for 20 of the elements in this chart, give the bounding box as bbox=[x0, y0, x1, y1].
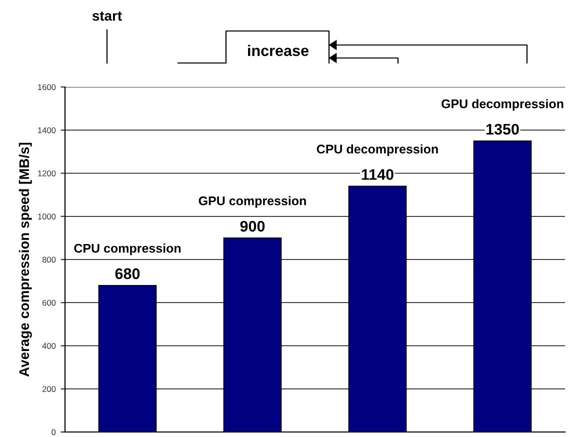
y-tick-label: 200 bbox=[42, 386, 56, 392]
text: increase bbox=[248, 44, 308, 56]
x-tick-label: CPU decompression bbox=[316, 144, 438, 156]
y-tick-label: 1600 bbox=[38, 84, 56, 90]
x-tick-label: GPU compression bbox=[198, 196, 306, 208]
y-tick-label: 1400 bbox=[38, 127, 56, 134]
y-tick-label: 600 bbox=[42, 300, 56, 306]
x-tick-label: CPU compression bbox=[74, 244, 181, 256]
data-label: 1140 bbox=[362, 169, 394, 180]
y-tick-label: 0 bbox=[52, 429, 56, 436]
text: start bbox=[92, 12, 122, 21]
y-tick-label: 1200 bbox=[38, 170, 56, 176]
data-label: 680 bbox=[115, 268, 140, 280]
y-axis-title: Average compression speed [MB/s] bbox=[18, 142, 32, 377]
y-tick-label: 800 bbox=[42, 256, 56, 263]
data-label: 1350 bbox=[486, 124, 519, 135]
y-tick-label: 1000 bbox=[38, 214, 56, 220]
data-label: 900 bbox=[240, 220, 265, 232]
x-tick-label: GPU decompression bbox=[442, 99, 564, 111]
y-tick-label: 400 bbox=[42, 342, 56, 349]
